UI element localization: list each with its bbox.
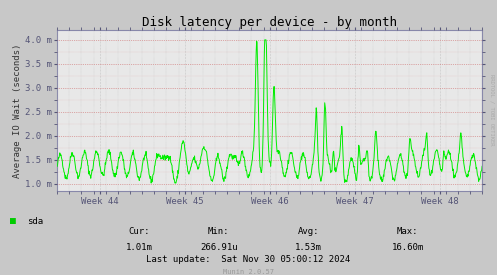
Text: Min:: Min: <box>208 227 230 235</box>
Text: 266.91u: 266.91u <box>200 243 238 252</box>
Text: Munin 2.0.57: Munin 2.0.57 <box>223 269 274 275</box>
Text: 16.60m: 16.60m <box>392 243 423 252</box>
Text: Max:: Max: <box>397 227 418 235</box>
Y-axis label: Average IO Wait (seconds): Average IO Wait (seconds) <box>13 43 22 178</box>
Text: RRDTOOL / TOBI OETIKER: RRDTOOL / TOBI OETIKER <box>490 74 495 146</box>
Text: sda: sda <box>27 217 43 226</box>
Text: Cur:: Cur: <box>128 227 150 235</box>
Text: Last update:  Sat Nov 30 05:00:12 2024: Last update: Sat Nov 30 05:00:12 2024 <box>147 255 350 264</box>
Text: ■: ■ <box>10 216 16 226</box>
Text: 1.01m: 1.01m <box>126 243 153 252</box>
Text: Avg:: Avg: <box>297 227 319 235</box>
Title: Disk latency per device - by month: Disk latency per device - by month <box>142 16 397 29</box>
Text: 1.53m: 1.53m <box>295 243 322 252</box>
